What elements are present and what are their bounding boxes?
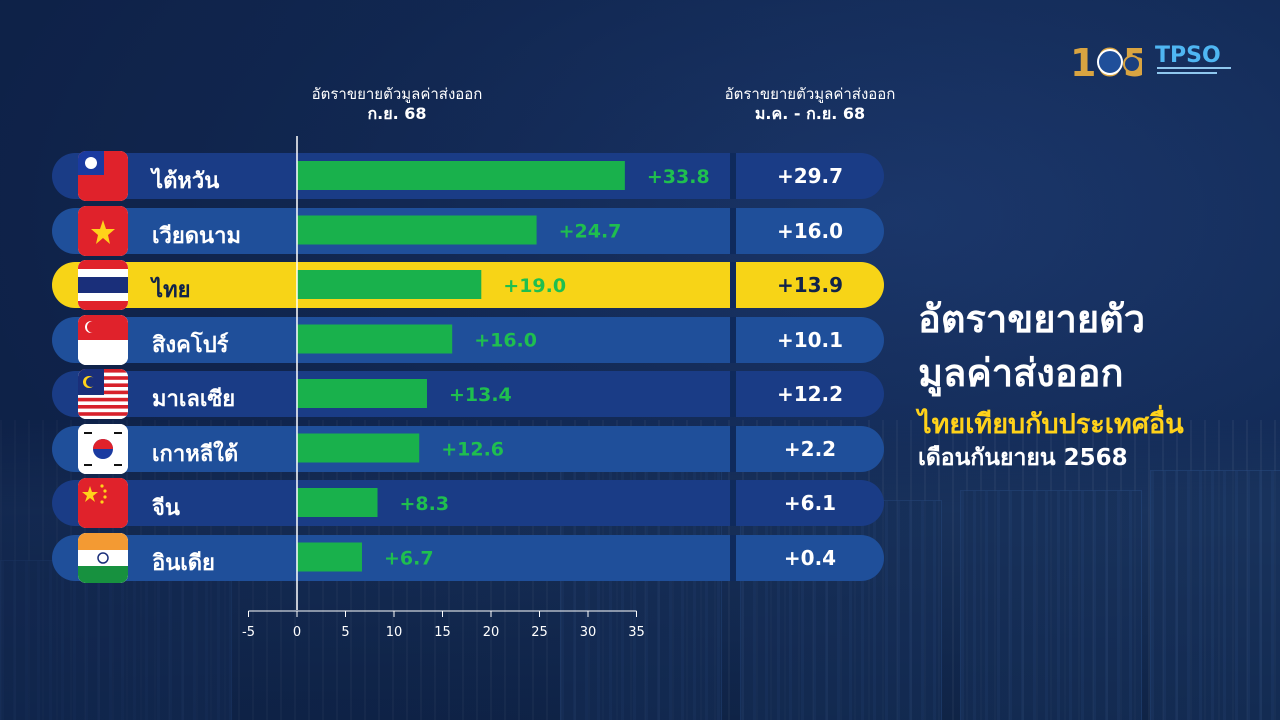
growth-bar <box>297 542 362 572</box>
india-flag-icon <box>78 532 128 583</box>
monthly-growth-header-period: ก.ย. 68 <box>367 104 427 123</box>
thailand-flag-icon <box>78 260 128 310</box>
ytd-growth-value: +2.2 <box>783 436 837 461</box>
ytd-growth-value: +16.0 <box>776 218 844 243</box>
bar-value-label: +16.0 <box>474 330 537 352</box>
x-tick-label: 5 <box>341 625 349 640</box>
x-tick-label: 35 <box>628 625 645 640</box>
country-name: จีน <box>152 496 180 521</box>
country-row: สิงคโปร์ +10.1 <box>52 314 884 365</box>
taiwan-flag-icon <box>78 151 128 201</box>
column-divider <box>730 534 736 581</box>
column-divider <box>730 316 736 363</box>
growth-bar <box>297 215 537 245</box>
ytd-growth-value: +12.2 <box>776 382 844 406</box>
growth-bar <box>297 488 378 517</box>
ytd-growth-value: +13.9 <box>776 273 844 297</box>
ytd-growth-header-period: ม.ค. - ก.ย. 68 <box>754 104 866 123</box>
growth-bar <box>297 161 625 190</box>
column-divider <box>730 262 736 308</box>
growth-bar <box>297 324 453 354</box>
title-line4: เดือนกันยายน 2568 <box>918 445 1128 471</box>
title-line2: มูลค่าส่งออก <box>918 351 1124 395</box>
country-name: มาเลเซีย <box>152 387 236 412</box>
tpso-wordmark: TPSO <box>1155 43 1221 68</box>
country-row: มาเลเซีย +12.2 <box>52 369 884 419</box>
bar-value-label: +33.8 <box>647 166 710 188</box>
country-name: อินเดีย <box>152 550 215 576</box>
china-flag-icon <box>78 478 128 528</box>
x-tick-label: -5 <box>242 625 255 640</box>
title-line3: ไทยเทียบกับประเทศอื่น <box>918 409 1184 440</box>
country-name: ไต้หวัน <box>152 169 220 194</box>
bar-value-label: +24.7 <box>559 221 622 243</box>
ytd-growth-value: +10.1 <box>776 327 844 352</box>
country-name: สิงคโปร์ <box>152 332 229 358</box>
malaysia-flag-icon <box>78 369 128 419</box>
vietnam-flag-icon <box>78 205 128 256</box>
bar-value-label: +6.7 <box>384 548 434 570</box>
south-korea-flag-icon <box>78 423 128 474</box>
column-divider <box>730 371 736 417</box>
bar-value-label: +12.6 <box>441 439 504 461</box>
monthly-growth-header-title: อัตราขยายตัวมูลค่าส่งออก <box>311 85 483 103</box>
x-tick-label: 20 <box>483 625 500 640</box>
column-divider <box>730 207 736 254</box>
ytd-growth-value: +0.4 <box>783 545 837 570</box>
column-divider <box>730 480 736 526</box>
anniversary-105-logo: 105 <box>1070 41 1142 82</box>
country-name: ไทย <box>152 278 191 303</box>
country-row: อินเดีย +0.4 <box>52 532 884 583</box>
x-tick-label: 10 <box>386 625 403 640</box>
country-row: เกาหลีใต้ +2.2 <box>52 423 884 474</box>
x-tick-label: 25 <box>531 625 548 640</box>
monthly-growth-header: อัตราขยายตัวมูลค่าส่งออก ก.ย. 68 <box>262 84 532 124</box>
bar-value-label: +13.4 <box>449 384 512 406</box>
ytd-growth-header-title: อัตราขยายตัวมูลค่าส่งออก <box>724 85 896 103</box>
ytd-growth-value: +6.1 <box>783 491 837 515</box>
tpso-logo: TPSO <box>1155 43 1231 74</box>
bar-value-label: +19.0 <box>503 275 566 297</box>
growth-bar <box>297 270 482 299</box>
x-tick-label: 0 <box>293 625 301 640</box>
title-line1: อัตราขยายตัว <box>918 297 1146 341</box>
growth-bar <box>297 433 420 463</box>
column-divider <box>730 153 736 199</box>
bar-value-label: +8.3 <box>400 493 450 515</box>
country-row: จีน +6.1 <box>52 478 884 528</box>
x-tick-label: 15 <box>434 625 451 640</box>
x-tick-label: 30 <box>580 625 597 640</box>
ytd-growth-header: อัตราขยายตัวมูลค่าส่งออก ม.ค. - ก.ย. 68 <box>680 84 940 124</box>
growth-bar <box>297 379 427 408</box>
country-name: เวียดนาม <box>152 223 241 249</box>
singapore-flag-icon <box>78 314 128 365</box>
column-divider <box>730 425 736 472</box>
country-name: เกาหลีใต้ <box>152 441 239 467</box>
ytd-growth-value: +29.7 <box>776 164 844 188</box>
